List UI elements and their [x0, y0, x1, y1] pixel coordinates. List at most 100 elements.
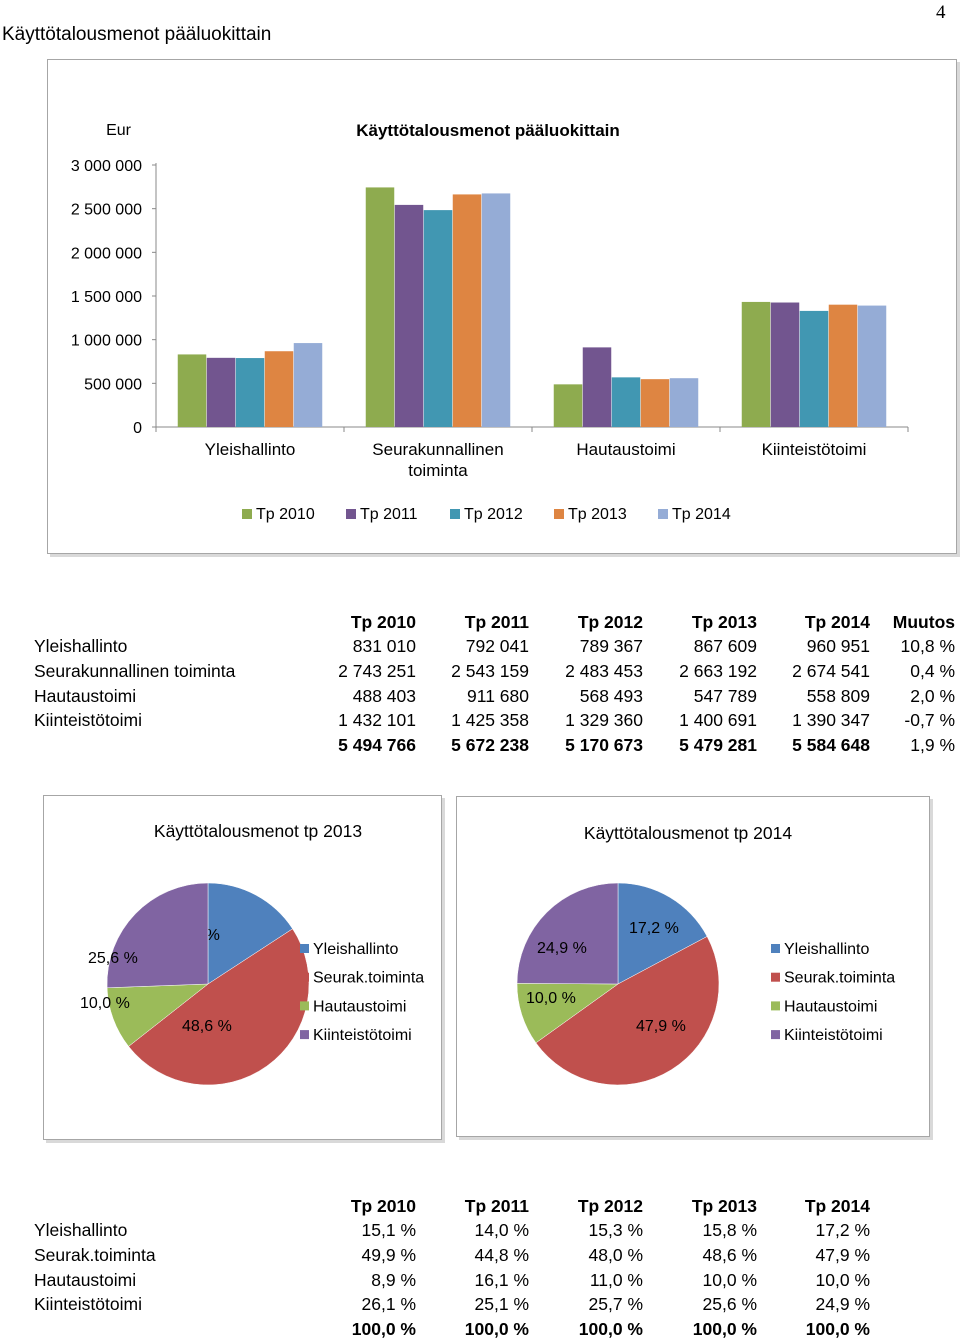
table-cell: 5 584 648	[792, 734, 870, 755]
bar	[553, 384, 583, 427]
table-cell: 2 543 159	[451, 660, 529, 681]
legend-swatch	[554, 509, 564, 519]
bar	[394, 204, 424, 427]
legend-swatch	[346, 509, 356, 519]
table-cell: 5 170 673	[565, 734, 643, 755]
table-cell: 47,9 %	[815, 1244, 870, 1265]
x-tick-label: toiminta	[408, 461, 468, 480]
table-row: Kiinteistötoimi 1 432 101 1 425 358 1 329 3…	[34, 708, 955, 733]
pie-value-label: 10,0 %	[80, 995, 130, 1012]
pie-chart-2013: Käyttötalousmenot tp 201315,8 %48,6 %10,…	[80, 821, 424, 1086]
legend-label: Hautaustoimi	[313, 998, 406, 1015]
pie-value-label: 17,2 %	[629, 920, 679, 937]
bar	[206, 357, 236, 427]
bar	[669, 378, 699, 427]
table-row: Yleishallinto 15,1 % 14,0 % 15,3 % 15,8 % 17,…	[34, 1219, 870, 1244]
row-label: Seurak.toiminta	[34, 1244, 156, 1265]
pie-slice	[535, 936, 720, 1086]
column-header	[34, 1194, 310, 1219]
table-row: Seurak.toiminta 49,9 % 44,8 % 48,0 % 48,6 % 4…	[34, 1243, 870, 1268]
bar	[582, 347, 612, 427]
row-label	[34, 1317, 310, 1342]
legend-label: Seurak.toiminta	[313, 970, 424, 987]
table-cell: 1 390 347	[792, 710, 870, 731]
total-row: 5 494 766 5 672 238 5 170 673 5 479 281 5 58…	[34, 733, 955, 758]
table-cell: 1 400 691	[679, 710, 757, 731]
table-cell: 2 483 453	[565, 660, 643, 681]
table-cell: 10,0 %	[815, 1269, 870, 1290]
row-label	[34, 733, 310, 758]
column-header: Tp 2014	[804, 1195, 870, 1216]
table-cell: -0,7 %	[904, 710, 955, 731]
table-cell: 15,3 %	[588, 1220, 643, 1241]
amount-table: Tp 2010 Tp 2011 Tp 2012 Tp 2013 Tp 2014 Muuto…	[34, 610, 955, 758]
pie-title: Käyttötalousmenot tp 2014	[584, 823, 792, 843]
legend-label: Seurak.toiminta	[784, 970, 895, 987]
table-cell: 558 809	[806, 685, 870, 706]
row-label: Kiinteistötoimi	[34, 1294, 142, 1315]
bar-chart-title: Käyttötalousmenot pääluokittain	[356, 121, 620, 140]
bar	[741, 301, 771, 427]
legend-swatch	[300, 944, 309, 953]
legend-label: Yleishallinto	[784, 941, 869, 958]
y-tick-label: 2 000 000	[71, 245, 142, 262]
legend-swatch	[300, 972, 309, 982]
legend-swatch	[242, 509, 252, 519]
table-cell: 100,0 %	[351, 1318, 416, 1339]
table-cell: 10,8 %	[900, 636, 955, 657]
table-cell: 867 609	[693, 636, 757, 657]
legend-label: Tp 2011	[360, 506, 418, 523]
table-cell: 831 010	[352, 636, 416, 657]
pie-value-label: 25,6 %	[88, 950, 138, 967]
table-row: Seurakunnallinen toiminta 2 743 251 2 543 …	[34, 659, 955, 684]
table-cell: 789 367	[579, 636, 643, 657]
bar	[235, 358, 265, 427]
column-header	[34, 610, 310, 635]
pie-2014-frame: Käyttötalousmenot tp 2014 17,2 % 47,9 % 10,…	[456, 796, 930, 1137]
pie-slice	[128, 928, 310, 1086]
legend-swatch	[450, 509, 460, 519]
y-tick-label: 500 000	[84, 376, 142, 393]
bar	[452, 194, 482, 427]
pie-slice	[617, 882, 708, 985]
table-cell: 911 680	[467, 685, 529, 706]
legend-label: Tp 2014	[672, 506, 731, 523]
column-header: Tp 2013	[691, 611, 757, 632]
table-cell: 100,0 %	[805, 1318, 870, 1339]
table-cell: 26,1 %	[361, 1294, 416, 1315]
pie-value-label: 48,6 %	[182, 1018, 232, 1035]
table-cell: 24,9 %	[815, 1294, 870, 1315]
table-cell: 488 403	[352, 685, 416, 706]
bar	[640, 379, 670, 427]
column-header: Tp 2010	[350, 1195, 416, 1216]
pie-slice	[106, 882, 209, 989]
legend-swatch	[300, 1001, 309, 1011]
y-tick-label: 1 500 000	[71, 289, 142, 306]
row-label: Kiinteistötoimi	[34, 710, 142, 731]
table-cell: 10,0 %	[702, 1269, 757, 1290]
table-cell: 5 672 238	[451, 734, 529, 755]
legend-swatch	[771, 944, 780, 953]
legend-label: Yleishallinto	[313, 941, 398, 958]
column-header: Tp 2012	[577, 611, 643, 632]
table-cell: 547 789	[693, 685, 757, 706]
y-axis-label: Eur	[106, 122, 132, 139]
y-tick-label: 0	[133, 420, 142, 437]
pie-slice	[516, 882, 619, 985]
table-cell: 8,9 %	[371, 1269, 416, 1290]
legend-label: Kiinteistötoimi	[313, 1027, 412, 1044]
bar	[365, 187, 395, 427]
bar	[293, 343, 323, 427]
legend-swatch	[771, 1030, 780, 1040]
table-cell: 15,1 %	[361, 1220, 416, 1241]
legend-label: Tp 2010	[256, 506, 315, 523]
table-cell: 1 432 101	[338, 710, 416, 731]
y-tick-label: 3 000 000	[71, 158, 142, 175]
table-cell: 2 743 251	[338, 660, 416, 681]
bar	[770, 302, 800, 427]
table-row: Yleishallinto 831 010 792 041 789 367 867 60…	[34, 635, 955, 660]
table-cell: 0,4 %	[910, 660, 955, 681]
table-row: Hautaustoimi 488 403 911 680 568 493 547 789…	[34, 684, 955, 709]
bar	[611, 377, 641, 427]
legend-label: Tp 2013	[568, 506, 627, 523]
